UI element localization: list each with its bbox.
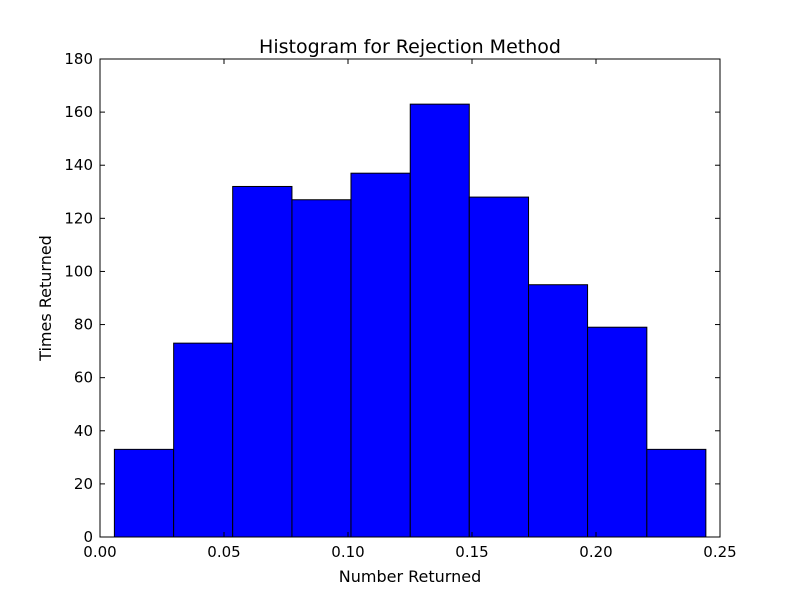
histogram-bar bbox=[291, 199, 352, 538]
y-tick-label: 180 bbox=[64, 50, 93, 68]
y-tick-label: 100 bbox=[64, 262, 93, 280]
y-tick-label: 0 bbox=[83, 528, 93, 546]
y-tick-label: 60 bbox=[74, 369, 93, 387]
x-tick-label: 0.00 bbox=[83, 543, 116, 561]
x-axis-title: Number Returned bbox=[339, 567, 481, 586]
y-tick-label: 140 bbox=[64, 156, 93, 174]
histogram-bar bbox=[528, 284, 589, 538]
histogram-bar bbox=[113, 448, 175, 538]
y-axis-ticks: 0 20 40 60 80 100 120 140 160 180 bbox=[64, 50, 720, 546]
histogram-bar bbox=[587, 326, 648, 538]
chart-title: Histogram for Rejection Method bbox=[259, 36, 561, 58]
x-tick-label: 0.20 bbox=[579, 543, 612, 561]
x-tick-label: 0.10 bbox=[331, 543, 364, 561]
x-tick-label: 0.05 bbox=[207, 543, 240, 561]
x-tick-label: 0.25 bbox=[703, 543, 736, 561]
y-tick-label: 40 bbox=[74, 422, 93, 440]
plot-frame bbox=[99, 58, 721, 538]
histogram-bar bbox=[409, 103, 470, 538]
y-tick-label: 80 bbox=[74, 316, 93, 334]
x-axis-ticks: 0.00 0.05 0.10 0.15 0.20 0.25 bbox=[83, 59, 737, 561]
histogram-bar bbox=[173, 342, 234, 538]
histogram-bar bbox=[468, 196, 530, 538]
histogram-bar bbox=[350, 172, 411, 538]
histogram-bar bbox=[232, 185, 293, 538]
y-axis-title: Times Returned bbox=[36, 235, 55, 362]
bars-group bbox=[113, 103, 707, 538]
y-tick-label: 20 bbox=[74, 475, 93, 493]
x-tick-label: 0.15 bbox=[455, 543, 488, 561]
histogram-bar bbox=[646, 448, 707, 538]
y-tick-label: 120 bbox=[64, 209, 93, 227]
y-tick-label: 160 bbox=[64, 103, 93, 121]
